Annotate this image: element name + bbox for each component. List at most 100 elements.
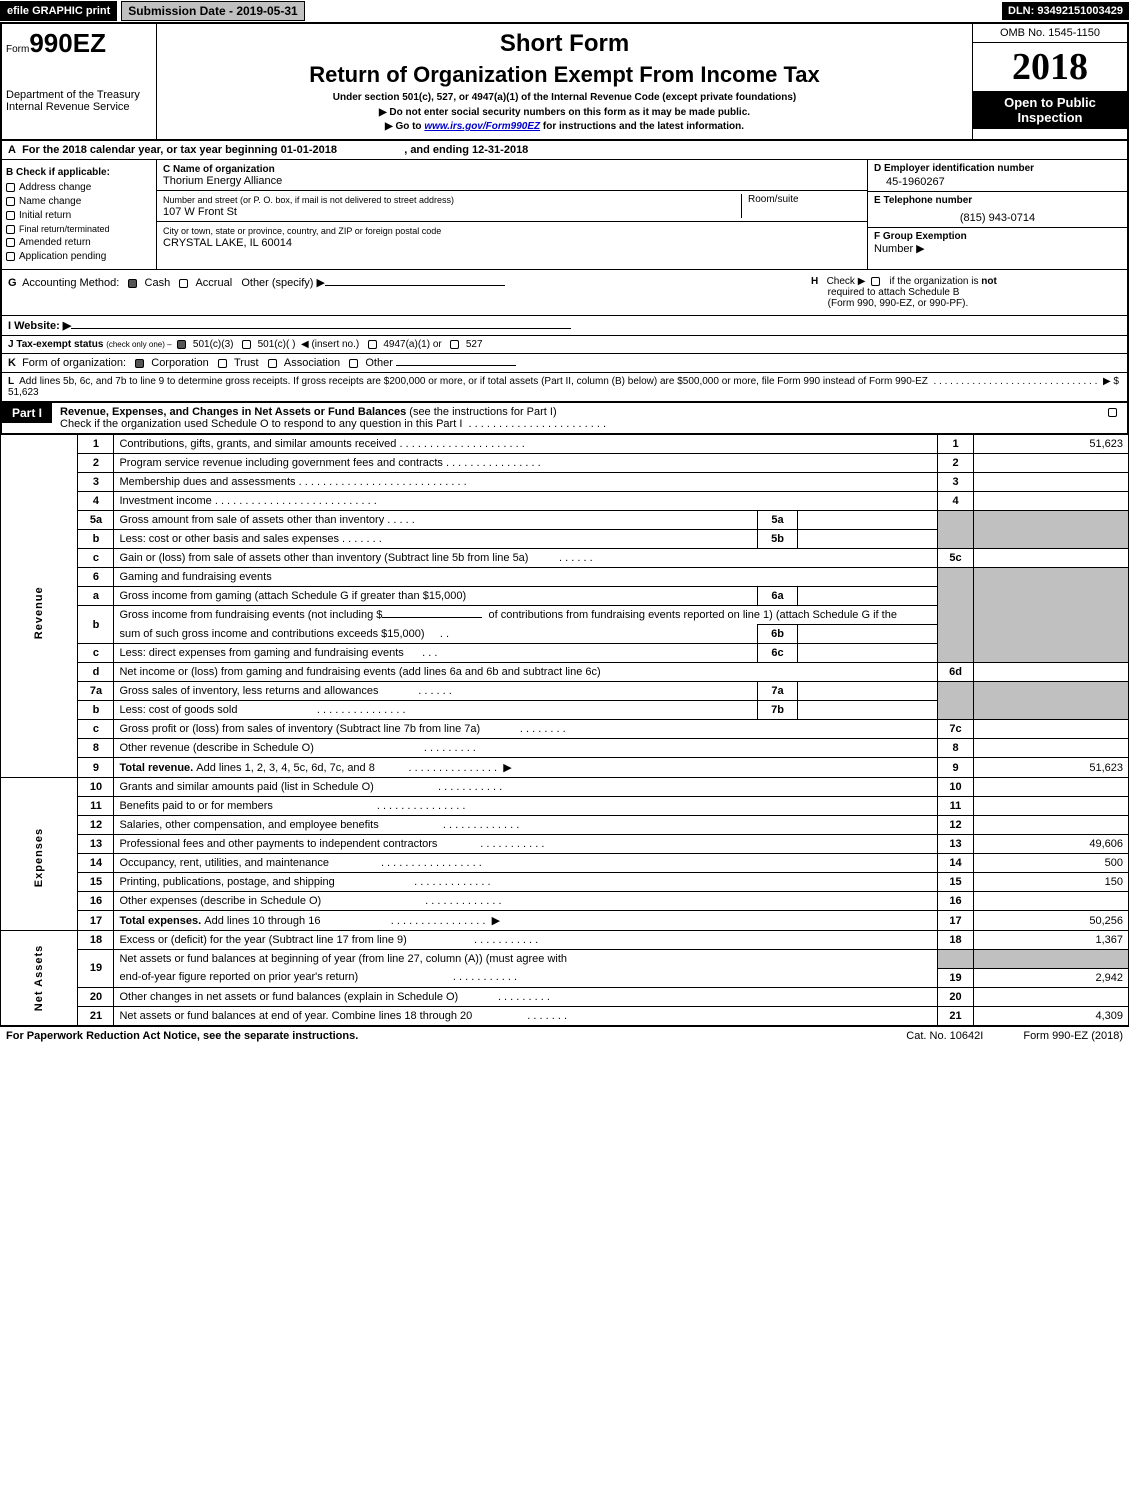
checkbox-527[interactable] (450, 340, 459, 349)
part1-table: Revenue 1 Contributions, gifts, grants, … (0, 434, 1129, 1026)
table-row: Net Assets 18 Excess or (deficit) for th… (1, 931, 1129, 950)
line-8-amount (974, 739, 1129, 758)
part1-title-sub: (see the instructions for Part I) (409, 406, 556, 418)
inspection-line2: Inspection (977, 110, 1123, 125)
irs-link[interactable]: www.irs.gov/Form990EZ (424, 121, 540, 132)
line-num-5b: b (78, 530, 114, 549)
checkbox-final-return[interactable] (6, 225, 15, 234)
other-org-input[interactable] (396, 365, 516, 366)
table-row: d Net income or (loss) from gaming and f… (1, 663, 1129, 682)
line-num-9: 9 (78, 758, 114, 778)
checkbox-application-pending[interactable] (6, 252, 15, 261)
line-17-desc: Total expenses. (119, 915, 204, 927)
checkbox-corporation[interactable] (135, 359, 144, 368)
c-label: C (163, 164, 170, 175)
line-14-amount: 500 (974, 854, 1129, 873)
ssn-warning: ▶ Do not enter social security numbers o… (161, 107, 968, 118)
fundraising-input[interactable] (382, 617, 482, 618)
checkbox-schedule-b[interactable] (871, 277, 880, 286)
table-row: 11 Benefits paid to or for members . . .… (1, 797, 1129, 816)
checkbox-amended-return[interactable] (6, 238, 15, 247)
checkbox-501c3[interactable] (177, 340, 186, 349)
sub-7a-val (798, 682, 938, 701)
line-7b-desc: Less: cost of goods sold (119, 704, 237, 716)
checkbox-accrual[interactable] (179, 279, 188, 288)
line-15-amount: 150 (974, 873, 1129, 892)
sub-7b-val (798, 701, 938, 720)
accounting-method: G Accounting Method: Cash Accrual Other … (8, 276, 811, 309)
table-row: Revenue 1 Contributions, gifts, grants, … (1, 435, 1129, 454)
name-address-column: C Name of organization Thorium Energy Al… (157, 160, 867, 269)
website-row: I Website: ▶ (0, 316, 1129, 336)
table-row: 9 Total revenue. Add lines 1, 2, 3, 4, 5… (1, 758, 1129, 778)
table-row: 2 Program service revenue including gove… (1, 454, 1129, 473)
table-row: 16 Other expenses (describe in Schedule … (1, 892, 1129, 911)
line-ref-2: 2 (938, 454, 974, 473)
line-num-3: 3 (78, 473, 114, 492)
table-row: 6 Gaming and fundraising events (1, 568, 1129, 587)
website-input[interactable] (71, 328, 571, 329)
line-num-17: 17 (78, 911, 114, 931)
line-3-desc: Membership dues and assessments (119, 476, 295, 488)
table-row: 14 Occupancy, rent, utilities, and maint… (1, 854, 1129, 873)
line-ref-3: 3 (938, 473, 974, 492)
line-ref-6d: 6d (938, 663, 974, 682)
line-1-desc: Contributions, gifts, grants, and simila… (119, 438, 396, 450)
line-9-amount: 51,623 (974, 758, 1129, 778)
sub-6b: 6b (758, 625, 798, 644)
line-18-desc: Excess or (deficit) for the year (Subtra… (119, 934, 406, 946)
sub-5b-val (798, 530, 938, 549)
table-row: 5a Gross amount from sale of assets othe… (1, 511, 1129, 530)
corp-label: Corporation (151, 357, 208, 369)
opt-527: 527 (466, 339, 483, 350)
form-number: 990EZ (29, 28, 106, 58)
other-org-label: Other (365, 357, 393, 369)
checkbox-4947[interactable] (368, 340, 377, 349)
chk-5: Application pending (19, 251, 106, 262)
checkbox-501c[interactable] (242, 340, 251, 349)
line-num-6b: b (78, 606, 114, 644)
line-ref-11: 11 (938, 797, 974, 816)
checkbox-address-change[interactable] (6, 183, 15, 192)
header-center: Short Form Return of Organization Exempt… (157, 24, 972, 139)
sub-7b: 7b (758, 701, 798, 720)
other-specify-input[interactable] (325, 285, 505, 286)
k-label: K (8, 357, 16, 369)
line-5c-amount (974, 549, 1129, 568)
line-4-amount (974, 492, 1129, 511)
checkbox-association[interactable] (268, 359, 277, 368)
shaded-cell (938, 682, 974, 720)
line-num-7c: c (78, 720, 114, 739)
line-ref-19: 19 (938, 968, 974, 987)
assoc-label: Association (284, 357, 340, 369)
checkbox-initial-return[interactable] (6, 211, 15, 220)
part1-tab: Part I (2, 403, 52, 423)
j-sub: (check only one) – (106, 340, 171, 349)
part1-title: Revenue, Expenses, and Changes in Net As… (60, 406, 409, 418)
chk-0: Address change (19, 182, 91, 193)
line-6b-desc2: of contributions from fundraising events… (488, 609, 896, 621)
f-label: F Group Exemption (874, 231, 1121, 242)
checkbox-cash[interactable] (128, 279, 137, 288)
top-bar: efile GRAPHIC print Submission Date - 20… (0, 0, 1129, 22)
shaded-cell (974, 511, 1129, 549)
line-num-11: 11 (78, 797, 114, 816)
line-2-desc: Program service revenue including govern… (119, 457, 442, 469)
goto-line: ▶ Go to www.irs.gov/Form990EZ for instru… (161, 121, 968, 132)
line-ref-9: 9 (938, 758, 974, 778)
checkbox-trust[interactable] (218, 359, 227, 368)
efile-print-button[interactable]: efile GRAPHIC print (0, 1, 117, 21)
part1-checkbox-wrap (1102, 403, 1127, 421)
line-6d-desc: Net income or (loss) from gaming and fun… (114, 663, 938, 682)
h-check: Check ▶ (827, 276, 866, 287)
sub-6c: 6c (758, 644, 798, 663)
checkbox-other-org[interactable] (349, 359, 358, 368)
table-row: 4 Investment income . . . . . . . . . . … (1, 492, 1129, 511)
checkbox-schedule-o[interactable] (1108, 408, 1117, 417)
line-ref-10: 10 (938, 778, 974, 797)
tax-year: 2018 (973, 43, 1127, 91)
form-prefix: Form (6, 44, 29, 55)
opt-4947: 4947(a)(1) or (383, 339, 441, 350)
checkbox-name-change[interactable] (6, 197, 15, 206)
line-num-8: 8 (78, 739, 114, 758)
